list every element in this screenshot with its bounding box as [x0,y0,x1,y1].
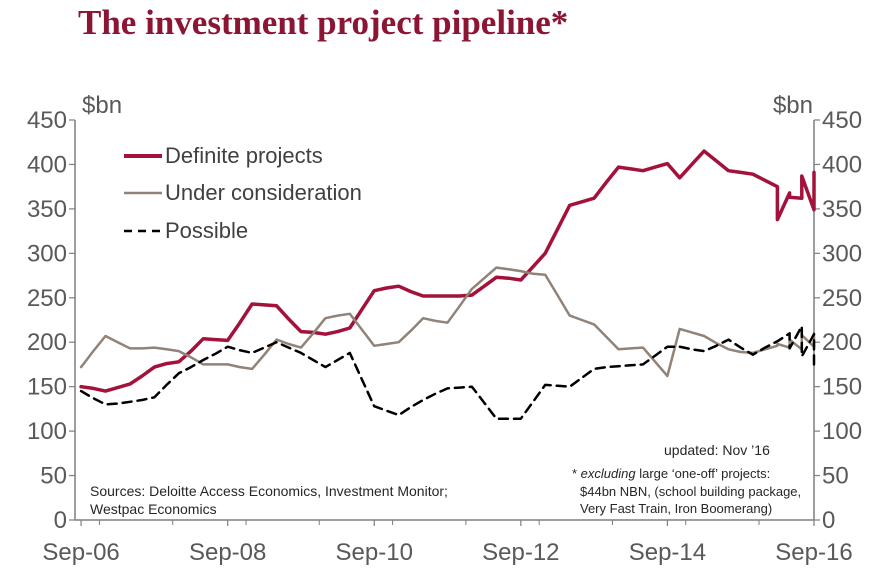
footnote-line-3: Very Fast Train, Iron Boomerang) [580,501,772,516]
chart-title: The investment project pipeline* [78,3,568,42]
y-tick-label-right: 300 [822,240,862,267]
legend-label-possible: Possible [165,218,248,243]
x-axis-ticks: Sep-06 Sep-08 Sep-10 Sep-12 Sep-14 Sep-16 [42,520,853,566]
y-tick-label-right: 250 [822,285,862,312]
x-tick-label: Sep-10 [336,539,413,566]
y-tick-label-left: 150 [27,374,67,401]
legend: Definite projects Under consideration Po… [124,143,362,243]
footnote-italic: excluding [581,466,637,481]
y-tick-label-right: 50 [822,463,849,490]
sources-line-2: Westpac Economics [90,501,217,517]
y-tick-label-left: 0 [54,507,67,534]
y-tick-label-right: 0 [822,507,835,534]
x-tick-label: Sep-06 [42,539,119,566]
sources-line-1: Sources: Deloitte Access Economics, Inve… [90,483,448,499]
y-axis-right-ticks: 0 50 100 150 200 250 300 350 400 450 [814,107,862,534]
x-tick-label: Sep-08 [189,539,266,566]
y-tick-label-left: 450 [27,107,67,134]
y-tick-label-left: 200 [27,329,67,356]
y-tick-label-right: 150 [822,374,862,401]
series-line-under-consideration [79,266,816,378]
y-tick-label-right: 100 [822,418,862,445]
y-tick-label-left: 400 [27,151,67,178]
x-tick-label: Sep-14 [629,539,706,566]
y-tick-label-right: 200 [822,329,862,356]
legend-label-definite: Definite projects [165,143,323,168]
footnote-line-1: * excluding large ‘one-off’ projects: [572,466,770,481]
footnote-asterisk: * [572,466,581,481]
series-line-definite-projects [79,149,816,393]
y-tick-label-left: 300 [27,240,67,267]
y-tick-label-left: 350 [27,196,67,223]
y-axis-left-label: $bn [82,92,122,119]
y-tick-label-right: 400 [822,151,862,178]
footnote-line-2: $44bn NBN, (school building package, [580,484,801,499]
x-tick-label: Sep-12 [482,539,559,566]
y-tick-label-right: 450 [822,107,862,134]
series-lines [79,149,816,420]
y-tick-label-right: 350 [822,196,862,223]
y-tick-label-left: 50 [40,463,67,490]
x-tick-label: Sep-16 [775,539,852,566]
updated-note: updated: Nov ’16 [664,442,770,458]
y-axis-left-ticks: 0 50 100 150 200 250 300 350 400 450 [27,107,75,534]
legend-label-under-consideration: Under consideration [165,180,362,205]
y-tick-label-left: 250 [27,285,67,312]
footnote-rest: large ‘one-off’ projects: [636,466,771,481]
series-line-possible [79,324,816,420]
y-tick-label-left: 100 [27,418,67,445]
y-axis-right-label: $bn [773,92,813,119]
